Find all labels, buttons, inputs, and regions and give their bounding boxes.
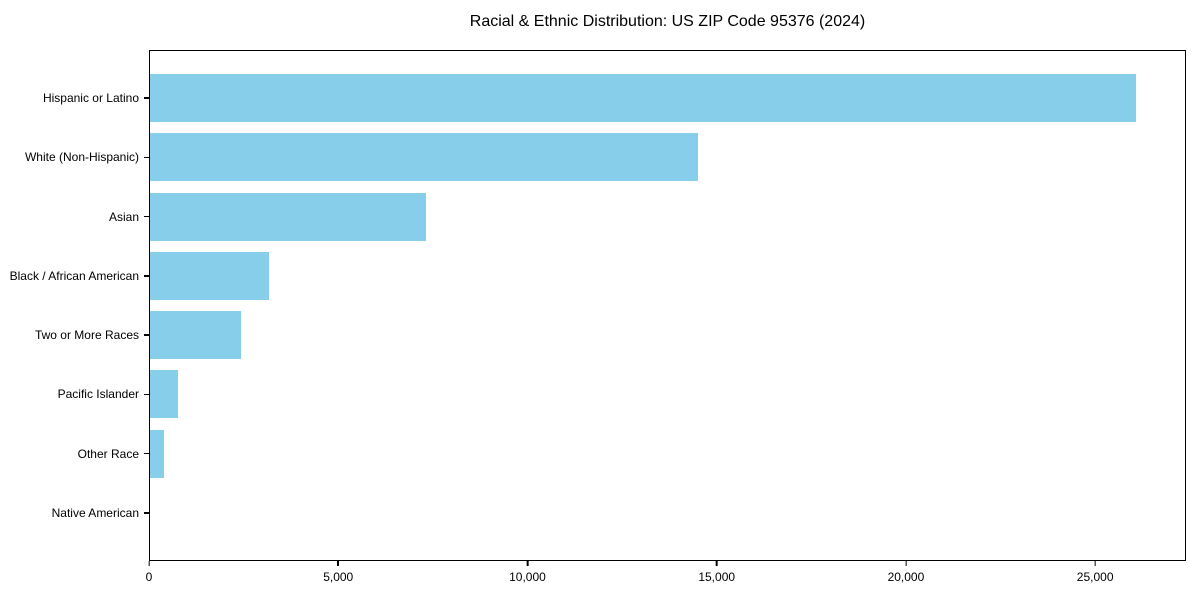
x-tick-mark [526, 561, 529, 566]
y-tick-mark [144, 512, 150, 514]
x-tick-mark [905, 561, 907, 566]
plot-area: Hispanic or Latino White (Non-Hispanic) … [10, 50, 1186, 561]
x-tick: 5,000 [323, 561, 353, 584]
y-tick-mark [144, 215, 150, 218]
bar [150, 251, 269, 300]
y-tick-mark [144, 156, 150, 159]
category-label: Other Race [77, 446, 139, 461]
x-tick-mark [715, 561, 718, 566]
bar-row: Asian [109, 192, 1185, 241]
x-tick: 0 [145, 561, 153, 584]
bar-row: Black / African American [10, 251, 1185, 300]
plot-rows: Hispanic or Latino White (Non-Hispanic) … [10, 51, 1185, 560]
x-axis-ticks: 0 5,000 10,000 15,000 20,000 25,000 [145, 561, 1186, 595]
x-tick: 25,000 [1077, 561, 1114, 584]
x-tick-label: 10,000 [509, 570, 546, 584]
x-tick-mark [148, 561, 150, 566]
chart-title: Racial & Ethnic Distribution: US ZIP Cod… [469, 13, 866, 30]
category-label: Hispanic or Latino [42, 91, 139, 105]
y-tick-mark [144, 275, 150, 277]
category-label: White (Non-Hispanic) [24, 150, 139, 165]
category-label: Asian [108, 209, 139, 224]
category-label: Native American [51, 505, 139, 520]
category-label: Pacific Islander [57, 387, 139, 402]
bar-row: Two or More Races [35, 311, 1185, 360]
category-label: Black / African American [9, 268, 139, 283]
bar-row: Native American [52, 489, 1185, 537]
x-tick-mark [337, 561, 339, 566]
x-tick-mark [1094, 561, 1096, 566]
bar-row: Hispanic or Latino [43, 74, 1185, 122]
bar [150, 370, 179, 419]
y-tick-mark [144, 393, 150, 396]
bar [150, 311, 241, 360]
bar-row: White (Non-Hispanic) [25, 133, 1185, 182]
y-tick-mark [144, 334, 150, 336]
x-tick-label: 20,000 [887, 570, 925, 584]
x-tick: 15,000 [698, 561, 735, 584]
bar-row: Other Race [78, 429, 1185, 478]
x-tick-label: 15,000 [698, 570, 736, 584]
x-tick: 10,000 [509, 561, 546, 584]
bar [150, 133, 698, 182]
y-tick-mark [144, 452, 150, 455]
x-tick-label: 5,000 [323, 570, 354, 584]
bar [150, 429, 164, 478]
bar [150, 74, 1136, 122]
y-tick-mark [144, 97, 150, 99]
bar [150, 192, 426, 241]
bar-row: Pacific Islander [58, 370, 1185, 419]
x-tick-label: 25,000 [1076, 570, 1114, 584]
x-tick-label: 0 [145, 570, 153, 584]
category-label: Two or More Races [34, 328, 139, 343]
x-tick: 20,000 [887, 561, 925, 584]
